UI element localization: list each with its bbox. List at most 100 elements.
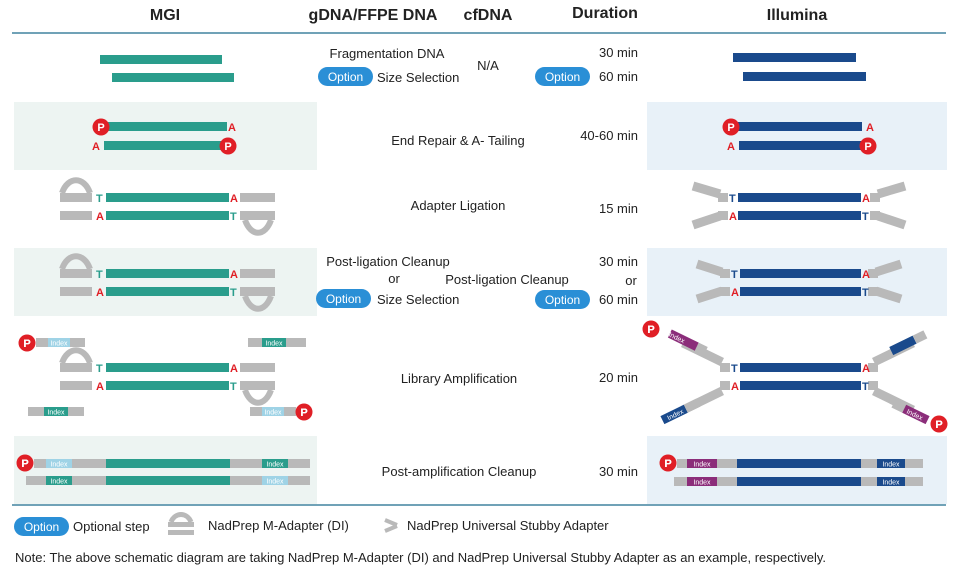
ill-pl-a-2: A <box>731 287 739 299</box>
mgi-amp-strand-1 <box>106 363 229 372</box>
mgi-amp-index-3: Index <box>47 410 65 417</box>
mgi-er-p-1 <box>92 118 110 136</box>
legend-stubby-adapter: NadPrep Universal Stubby Adapter <box>407 518 609 533</box>
end-repair-label: End Repair & A- Tailing <box>391 133 524 148</box>
mgi-frag-strand-1 <box>100 55 222 64</box>
ill-pl-t-1: T <box>731 269 738 281</box>
mgi-pl-strand-1 <box>106 269 229 278</box>
ill-pa-index-2: Index <box>882 462 900 469</box>
ill-er-strand-1 <box>738 122 862 131</box>
ill-lig-t-1: T <box>729 193 736 205</box>
mgi-amp-a-2: A <box>96 381 104 393</box>
ill-frag-strand-1 <box>733 53 856 62</box>
mgi-ligation-construct <box>59 177 275 236</box>
header-duration: Duration <box>572 5 638 22</box>
panel-ill-end-repair <box>647 102 947 170</box>
end-repair-duration: 40-60 min <box>580 128 638 143</box>
postlig-cf-option-text: Option <box>545 293 580 307</box>
ill-amp-p-1: P <box>647 324 654 336</box>
mgi-amp-t-2: T <box>230 381 237 393</box>
ill-amp-t-2: T <box>862 381 869 393</box>
ill-amp-construct <box>642 320 948 433</box>
frag-duration-1: 30 min <box>599 45 638 60</box>
panel-mgi-post-amp <box>14 436 317 504</box>
mgi-pa-index-3: Index <box>50 479 68 486</box>
ill-amp-strand-1 <box>740 363 861 372</box>
postlig-duration-or: or <box>625 273 637 288</box>
ill-ligation-construct <box>691 181 907 230</box>
mgi-pl-a-2: A <box>96 287 104 299</box>
mgi-amp-a-1: A <box>230 363 238 375</box>
legend-option-text: Option <box>24 520 59 534</box>
ill-lig-a-1: A <box>862 193 870 205</box>
ill-amp-a-2: A <box>731 381 739 393</box>
ill-pl-strand-2 <box>740 287 861 296</box>
ill-er-a-1: A <box>866 122 874 134</box>
ill-pl-strand-1 <box>740 269 861 278</box>
m-adapter-icon <box>168 512 194 535</box>
header-cfdna: cfDNA <box>464 7 513 24</box>
mgi-lig-a-2: A <box>96 211 104 223</box>
panel-ill-post-amp <box>647 436 947 504</box>
frag-gdna-label: Fragmentation DNA <box>330 46 445 61</box>
mgi-lig-strand-2 <box>106 211 229 220</box>
mgi-lig-a-1: A <box>230 193 238 205</box>
mgi-amp-construct <box>59 347 275 406</box>
ill-amp-index-3: Index <box>666 408 685 422</box>
amp-duration: 20 min <box>599 370 638 385</box>
postamp-duration: 30 min <box>599 464 638 479</box>
mgi-pl-strand-2 <box>106 287 229 296</box>
ill-lig-a-2: A <box>729 211 737 223</box>
mgi-frag-strand-2 <box>112 73 234 82</box>
ligation-label: Adapter Ligation <box>411 198 506 213</box>
mgi-lig-t-2: T <box>230 211 237 223</box>
frag-size-label: Size Selection <box>377 70 459 85</box>
ill-pl-a-1: A <box>862 269 870 281</box>
frag-option-pill <box>318 67 373 86</box>
mgi-pa-p: P <box>21 458 28 470</box>
legend-optional-step: Optional step <box>73 519 150 534</box>
frag-option-text: Option <box>328 70 363 84</box>
header-mgi: MGI <box>150 7 180 24</box>
postlig-cfdna-label: Post-ligation Cleanup <box>445 272 569 287</box>
mgi-amp-strand-2 <box>106 381 229 390</box>
ill-amp-t-1: T <box>731 363 738 375</box>
ill-amp-a-1: A <box>862 363 870 375</box>
mgi-pa-index-2: Index <box>266 462 284 469</box>
ill-er-a-2: A <box>727 141 735 153</box>
mgi-pl-a-1: A <box>230 269 238 281</box>
ill-er-strand-2 <box>739 141 863 150</box>
header-gdna: gDNA/FFPE DNA <box>309 7 438 24</box>
ill-er-p-1 <box>722 118 740 136</box>
mgi-lig-strand-1 <box>106 193 229 202</box>
ill-pa-index-3: Index <box>693 480 711 487</box>
ill-postamp-construct <box>659 454 923 486</box>
mgi-amp-primers <box>18 334 313 421</box>
frag-duration-2: 60 min <box>599 69 638 84</box>
frag-cf-option-pill <box>535 67 590 86</box>
postlig-label-1: Post-ligation Cleanup <box>326 254 450 269</box>
mgi-postamp-construct <box>16 454 310 485</box>
ligation-duration: 15 min <box>599 201 638 216</box>
mgi-amp-p-1: P <box>23 338 30 350</box>
ill-frag-strand-2 <box>743 72 866 81</box>
ill-amp-index-4: Index <box>905 408 924 422</box>
postlig-option-text: Option <box>326 292 361 306</box>
mgi-postlig-construct <box>59 253 275 312</box>
mgi-amp-p-2: P <box>300 407 307 419</box>
mgi-er-a-1: A <box>228 122 236 134</box>
postamp-label: Post-amplification Cleanup <box>382 464 537 479</box>
legend-option-pill <box>14 517 69 536</box>
ill-pa-p: P <box>664 458 671 470</box>
ill-lig-t-2: T <box>862 211 869 223</box>
amp-label: Library Amplification <box>401 371 517 386</box>
mgi-pa-index-1: Index <box>50 462 68 469</box>
ill-lig-strand-1 <box>738 193 861 202</box>
ill-pl-t-2: T <box>862 287 869 299</box>
ill-pa-index-1: Index <box>693 462 711 469</box>
header-illumina: Illumina <box>767 7 828 24</box>
ill-postlig-construct <box>695 259 903 304</box>
footnote: Note: The above schematic diagram are ta… <box>15 550 826 565</box>
